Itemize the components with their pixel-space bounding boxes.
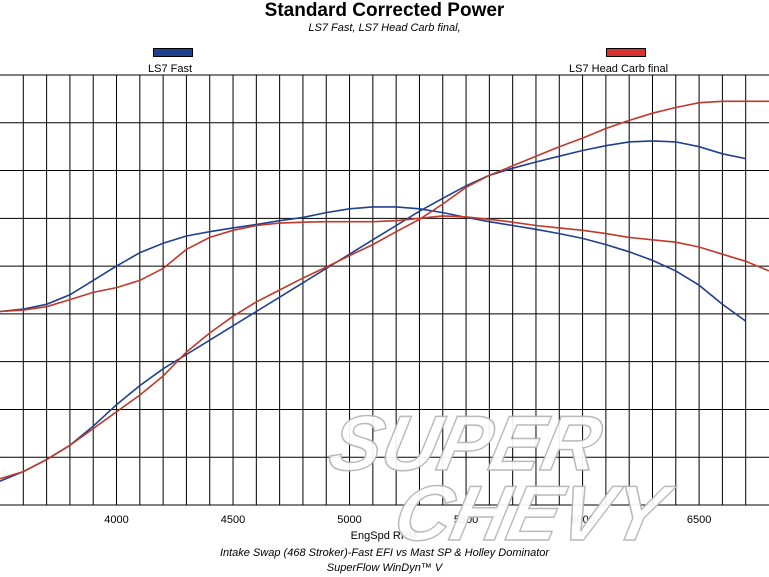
legend-label-ls7-fast: LS7 Fast (148, 63, 193, 75)
series-curves (0, 100, 769, 482)
series-line-ls7-fast-rising (0, 140, 746, 482)
x-tick-label: 5500 (454, 514, 478, 526)
legend-swatch-ls7-fast (153, 48, 193, 57)
x-tick-labels: 4000 4500 5000 5500 6000 6500 (104, 514, 711, 526)
svg-text:SUPER: SUPER (322, 400, 609, 487)
svg-text:CHEVY: CHEVY (387, 470, 681, 557)
series-line-ls7-head-carb-final-upper-left (0, 215, 769, 313)
footer-software: SuperFlow WinDyn™ V (326, 562, 443, 574)
horizontal-gridlines (0, 74, 769, 506)
chart-subtitle: LS7 Fast, LS7 Head Carb final, (308, 22, 461, 34)
series-line-ls7-head-carb-final-rising (0, 100, 769, 480)
x-axis-label: EngSpd RPM (351, 530, 418, 542)
x-tick-label: 4000 (104, 514, 128, 526)
x-tick-label: 6500 (687, 514, 711, 526)
chart-title: Standard Corrected Power (264, 0, 505, 21)
x-tick-label: 6000 (570, 514, 594, 526)
vertical-gridlines (22, 75, 747, 505)
legend-label-ls7-head-carb-final: LS7 Head Carb final (569, 63, 669, 75)
x-tick-label: 5000 (337, 514, 361, 526)
x-tick-label: 4500 (221, 514, 245, 526)
super-chevy-watermark-logo: SUPER CHEVY (321, 399, 681, 558)
footer-description: Intake Swap (468 Stroker)-Fast EFI vs Ma… (219, 547, 550, 559)
legend-swatch-ls7-head-carb-final (606, 48, 646, 57)
series-line-ls7-fast-upper-left (0, 206, 747, 322)
